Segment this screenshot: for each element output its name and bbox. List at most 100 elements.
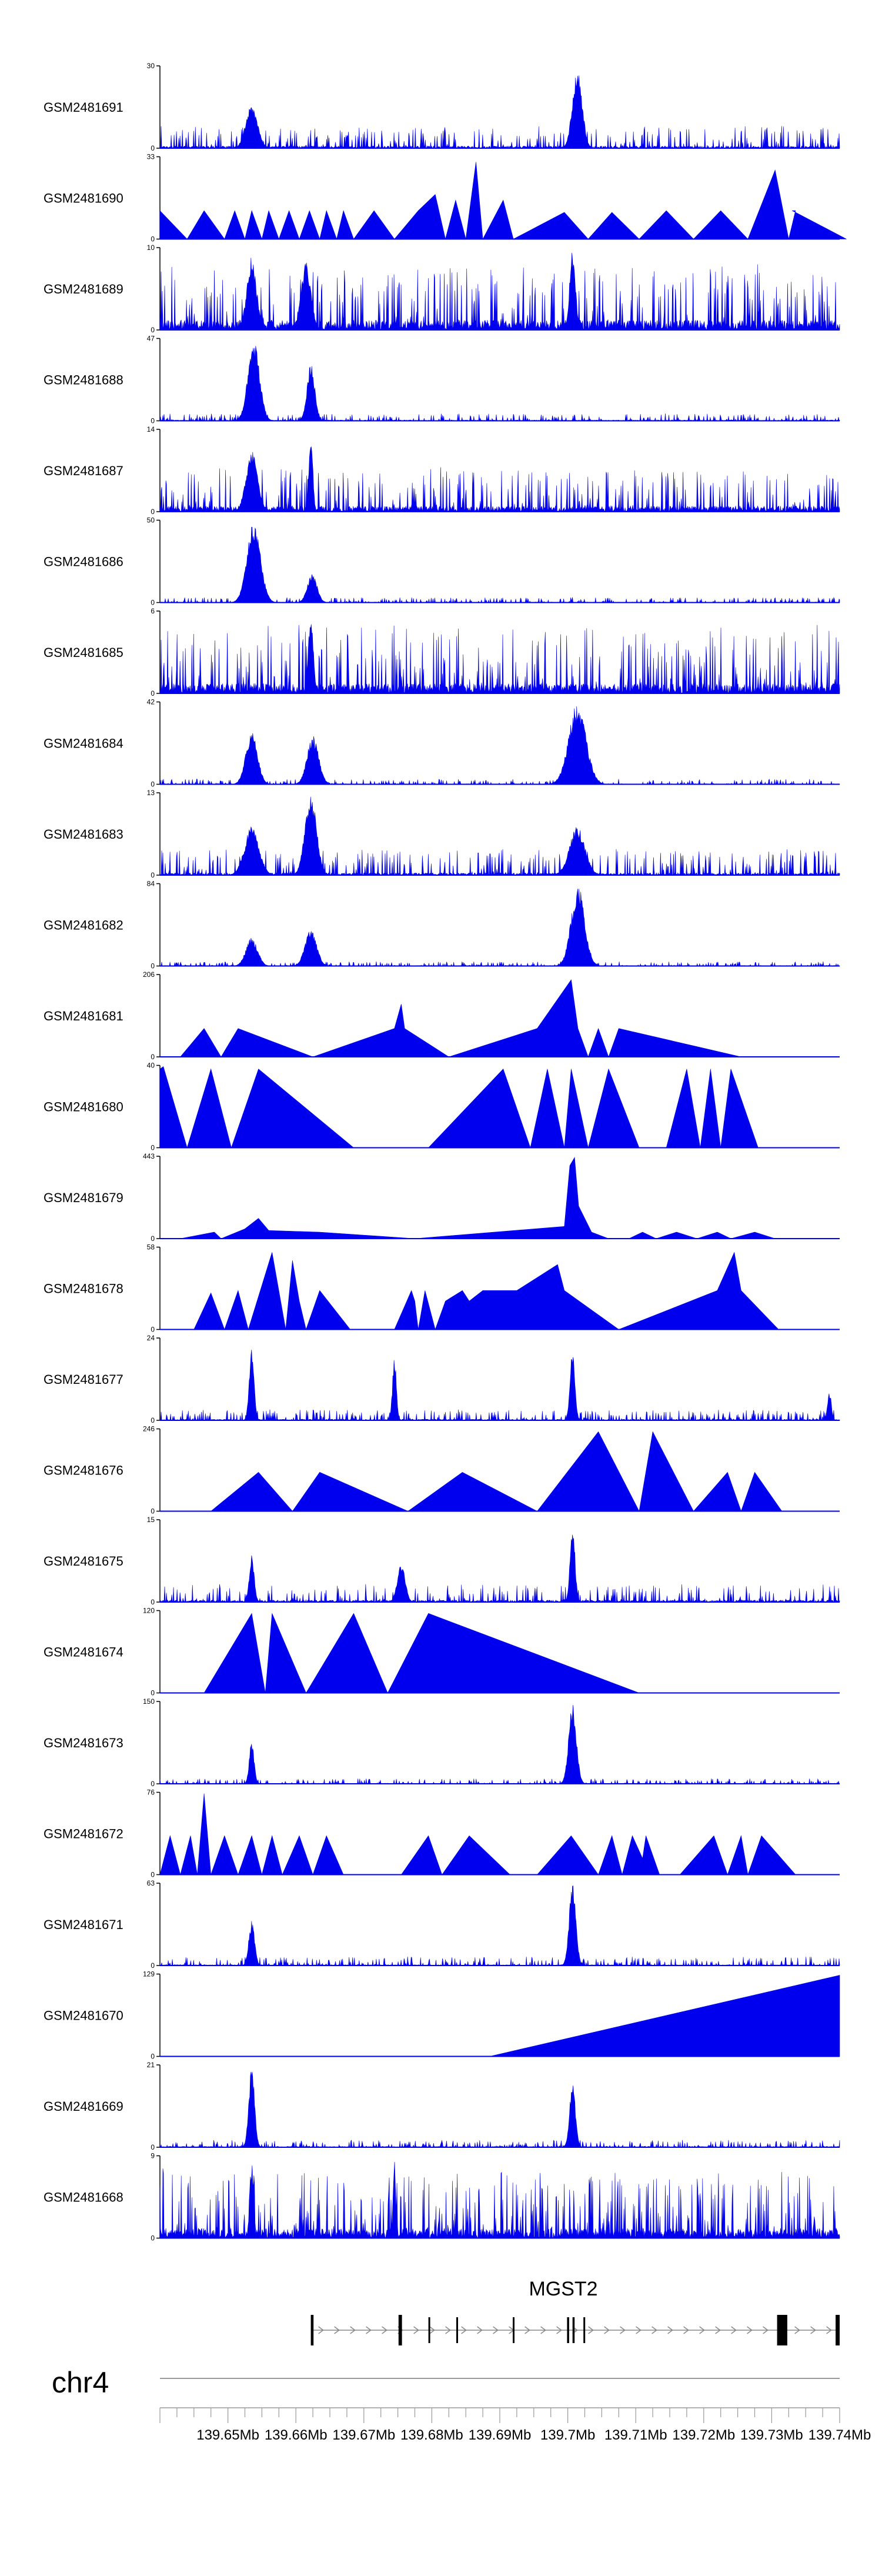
x-tick-label: 139.74Mb: [808, 2427, 871, 2443]
y-tick-label-max: 63: [147, 1879, 155, 1887]
x-tick-label: 139.69Mb: [469, 2427, 532, 2443]
track-GSM2481670: GSM2481670 129 0: [44, 1970, 840, 2061]
x-tick-label: 139.72Mb: [672, 2427, 735, 2443]
signal-area: [159, 75, 840, 149]
strand-arrow: [763, 2326, 769, 2334]
signal-area: [159, 252, 840, 331]
strand-arrow: [556, 2326, 562, 2334]
strand-arrow: [699, 2326, 705, 2334]
strand-arrow: [524, 2326, 530, 2334]
y-tick-label-zero: 0: [151, 1416, 155, 1424]
track-label: GSM2481673: [44, 1736, 123, 1750]
strand-arrow: [366, 2326, 372, 2334]
strand-arrow: [715, 2326, 721, 2334]
signal-area: [180, 979, 741, 1057]
strand-arrow: [636, 2326, 642, 2334]
signal-area: [159, 706, 840, 785]
signal-area: [159, 1885, 840, 1966]
track-label: GSM2481669: [44, 2099, 123, 2114]
signal-area: [159, 1793, 796, 1876]
signal-area: [159, 346, 840, 422]
track-label: GSM2481671: [44, 1917, 123, 1932]
strand-arrow: [350, 2326, 356, 2334]
y-tick-label-max: 50: [147, 516, 155, 525]
track-label: GSM2481685: [44, 645, 123, 660]
y-tick-label-max: 120: [143, 1607, 155, 1615]
signal-area: [159, 446, 840, 512]
y-tick-label-zero: 0: [151, 2143, 155, 2151]
track-label: GSM2481682: [44, 918, 123, 933]
track-label: GSM2481678: [44, 1282, 123, 1296]
gene-exon: [428, 2317, 430, 2343]
y-tick-label-zero: 0: [151, 780, 155, 789]
y-tick-label-max: 150: [143, 1697, 155, 1706]
gene-track: MGST2: [310, 2278, 840, 2345]
y-tick-label-zero: 0: [151, 1053, 155, 1061]
y-tick-label-max: 47: [147, 335, 155, 343]
track-GSM2481676: GSM2481676 246 0: [44, 1425, 840, 1516]
signal-area: [159, 2071, 840, 2148]
x-tick-label: 139.7Mb: [540, 2427, 595, 2443]
strand-arrow: [318, 2326, 324, 2334]
track-GSM2481677: GSM2481677 24 0: [44, 1334, 840, 1424]
strand-arrow: [461, 2326, 467, 2334]
signal-area: [159, 1349, 840, 1422]
y-tick-label-max: 40: [147, 1062, 155, 1070]
strand-arrow: [334, 2326, 340, 2334]
chromosome-label: chr4: [52, 2366, 109, 2399]
x-tick-label: 139.65Mb: [196, 2427, 259, 2443]
strand-arrow: [493, 2326, 499, 2334]
track-label: GSM2481674: [44, 1645, 123, 1660]
y-tick-label-max: 42: [147, 698, 155, 706]
y-tick-label-max: 129: [143, 1970, 155, 1978]
y-tick-label-max: 76: [147, 1788, 155, 1797]
y-tick-label-zero: 0: [151, 689, 155, 698]
signal-area: [159, 2161, 840, 2239]
strand-arrow: [413, 2326, 419, 2334]
y-tick-label-zero: 0: [151, 1144, 155, 1152]
signal-area: [203, 1613, 640, 1694]
gene-name-label: MGST2: [529, 2278, 597, 2300]
y-tick-label-zero: 0: [151, 2234, 155, 2243]
track-label: GSM2481672: [44, 1827, 123, 1841]
y-tick-label-zero: 0: [151, 326, 155, 334]
genome-axis: chr4 139.65Mb 139.66Mb 139.67Mb 139.68Mb 139…: [52, 2366, 871, 2443]
y-tick-label-max: 30: [147, 62, 155, 70]
strand-arrow: [620, 2326, 626, 2334]
signal-area: [159, 526, 840, 603]
strand-arrow: [810, 2326, 816, 2334]
gene-exon: [310, 2315, 314, 2345]
track-GSM2481673: GSM2481673 150 0: [44, 1697, 840, 1788]
y-tick-label-zero: 0: [151, 1689, 155, 1697]
strand-arrow: [540, 2326, 546, 2334]
track-label: GSM2481681: [44, 1009, 123, 1023]
signal-area: [159, 162, 847, 240]
y-tick-label-zero: 0: [151, 235, 155, 243]
gene-exon: [777, 2315, 787, 2345]
track-label: GSM2481683: [44, 827, 123, 842]
track-label: GSM2481670: [44, 2008, 123, 2023]
track-GSM2481680: GSM2481680 40 0: [44, 1062, 840, 1152]
track-label: GSM2481676: [44, 1463, 123, 1478]
gene-exon: [456, 2317, 458, 2343]
y-tick-label-max: 14: [147, 425, 155, 433]
track-GSM2481688: GSM2481688 47 0: [44, 335, 840, 425]
track-label: GSM2481677: [44, 1372, 123, 1387]
strand-arrow: [445, 2326, 451, 2334]
y-tick-label-max: 206: [143, 970, 155, 979]
track-GSM2481669: GSM2481669 21 0: [44, 2061, 840, 2151]
signal-area: [489, 1975, 840, 2057]
track-label: GSM2481687: [44, 463, 123, 478]
track-GSM2481691: GSM2481691 30 0: [44, 62, 840, 152]
y-tick-label-zero: 0: [151, 599, 155, 607]
track-GSM2481675: GSM2481675 15 0: [44, 1516, 840, 1606]
track-GSM2481686: GSM2481686 50 0: [44, 516, 840, 607]
data-tracks: GSM2481691300GSM2481690330GSM2481689100G…: [44, 62, 847, 2243]
y-tick-label-max: 15: [147, 1516, 155, 1524]
signal-area: [159, 1704, 840, 1784]
x-tick-label: 139.68Mb: [400, 2427, 463, 2443]
x-tick-label: 139.66Mb: [265, 2427, 328, 2443]
y-tick-label-zero: 0: [151, 1961, 155, 1970]
track-label: GSM2481680: [44, 1100, 123, 1115]
